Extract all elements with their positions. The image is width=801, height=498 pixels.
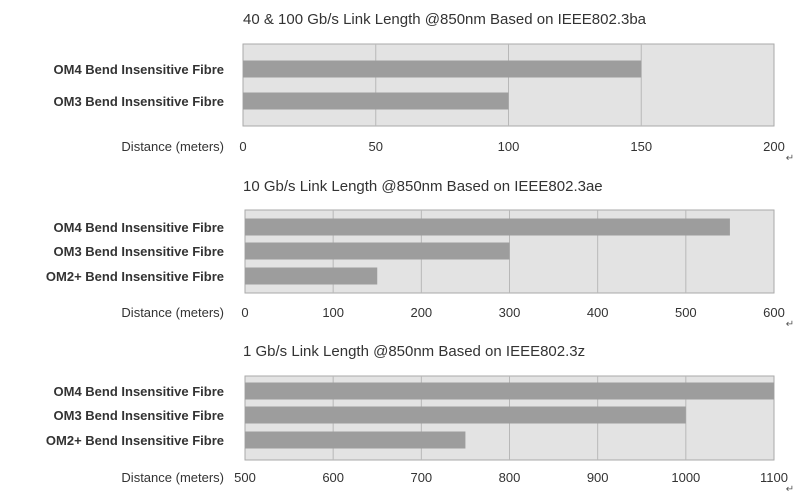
bar	[245, 218, 730, 236]
x-tick-label: 600	[322, 470, 344, 485]
paragraph-mark: ↵	[786, 153, 794, 164]
chart-1: 40 & 100 Gb/s Link Length @850nm Based o…	[54, 11, 795, 164]
category-label: OM3 Bend Insensitive Fibre	[54, 408, 225, 423]
chart-title: 10 Gb/s Link Length @850nm Based on IEEE…	[243, 178, 603, 195]
x-axis-label: Distance (meters)	[121, 305, 224, 320]
category-label: OM3 Bend Insensitive Fibre	[54, 244, 225, 259]
chart-3: 1 Gb/s Link Length @850nm Based on IEEE8…	[46, 343, 794, 495]
category-label: OM4 Bend Insensitive Fibre	[54, 384, 225, 399]
paragraph-mark: ↵	[786, 319, 794, 330]
x-tick-label: 900	[587, 470, 609, 485]
bar	[245, 242, 510, 260]
chart-title: 40 & 100 Gb/s Link Length @850nm Based o…	[243, 11, 647, 28]
x-tick-label: 400	[587, 305, 609, 320]
x-tick-label: 150	[630, 139, 652, 154]
bar	[243, 60, 642, 78]
x-tick-label: 500	[675, 305, 697, 320]
bar	[245, 431, 466, 449]
x-tick-label: 800	[499, 470, 521, 485]
x-tick-label: 0	[239, 139, 246, 154]
category-label: OM4 Bend Insensitive Fibre	[54, 62, 225, 77]
bar	[245, 382, 774, 400]
x-tick-label: 200	[763, 139, 785, 154]
x-tick-label: 1000	[671, 470, 700, 485]
bar	[245, 406, 686, 424]
x-axis-label: Distance (meters)	[121, 139, 224, 154]
bar	[245, 267, 378, 285]
x-tick-label: 1100	[760, 470, 788, 485]
x-tick-label: 200	[410, 305, 432, 320]
x-tick-label: 300	[499, 305, 521, 320]
x-tick-label: 700	[410, 470, 432, 485]
paragraph-mark: ↵	[786, 484, 794, 495]
category-label: OM2+ Bend Insensitive Fibre	[46, 433, 224, 448]
x-tick-label: 100	[498, 139, 520, 154]
x-tick-label: 50	[369, 139, 383, 154]
x-tick-label: 100	[322, 305, 344, 320]
category-label: OM2+ Bend Insensitive Fibre	[46, 269, 224, 284]
x-tick-label: 600	[763, 305, 785, 320]
x-tick-label: 0	[241, 305, 248, 320]
category-label: OM3 Bend Insensitive Fibre	[54, 94, 225, 109]
x-axis-label: Distance (meters)	[121, 470, 224, 485]
bar	[243, 92, 509, 110]
x-tick-label: 500	[234, 470, 256, 485]
chart-2: 10 Gb/s Link Length @850nm Based on IEEE…	[46, 178, 794, 330]
category-label: OM4 Bend Insensitive Fibre	[54, 220, 225, 235]
chart-title: 1 Gb/s Link Length @850nm Based on IEEE8…	[243, 343, 585, 360]
